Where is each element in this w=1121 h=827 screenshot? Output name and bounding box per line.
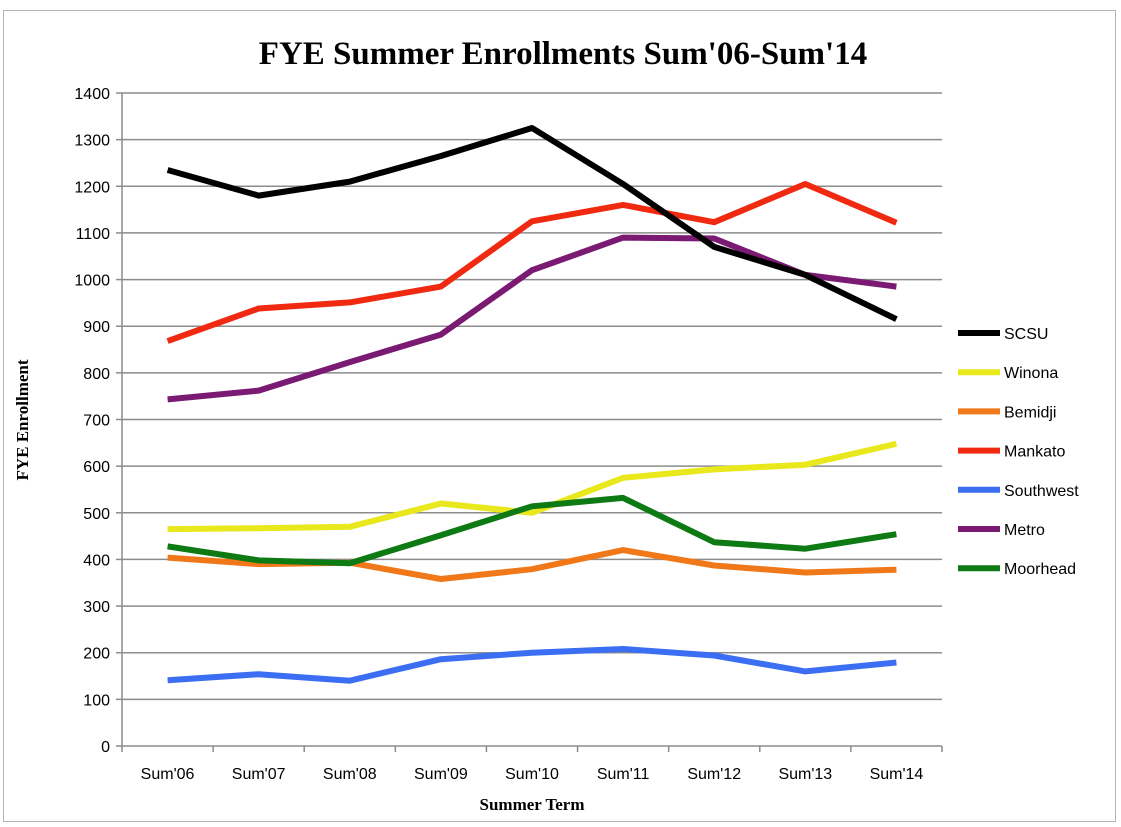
axes: 0 100 200 300 400 500 600 700 800 900 1000 1100 1200… (74, 86, 943, 783)
y-tick-label: 300 (83, 599, 110, 616)
y-tick-label: 200 (83, 646, 110, 663)
y-tick-label: 800 (83, 366, 110, 383)
y-tick-label: 1200 (74, 179, 110, 196)
legend-label: Winona (1004, 365, 1058, 382)
legend-item-metro: Metro (958, 522, 1045, 539)
gridlines (122, 92, 942, 701)
legend-item-bemidji: Bemidji (958, 404, 1056, 421)
y-axis-title: FYE Enrollment (13, 359, 32, 480)
y-tick-label: 500 (83, 506, 110, 523)
x-tick-label: Sum'14 (870, 766, 924, 783)
series-lines (166, 125, 898, 684)
series-line-scsu (166, 125, 898, 322)
y-tick-label: 1300 (74, 133, 110, 150)
legend-item-scsu: SCSU (958, 326, 1048, 343)
y-tick-label: 100 (83, 692, 110, 709)
x-tick-label: Sum'11 (597, 766, 650, 783)
legend-label: Metro (1004, 522, 1045, 539)
x-tick-label: Sum'07 (232, 766, 286, 783)
y-tick-label: 1000 (74, 273, 110, 290)
x-tick-label: Sum'13 (778, 766, 832, 783)
x-tick-label: Sum'08 (323, 766, 377, 783)
legend-label: SCSU (1004, 326, 1048, 343)
series-line-moorhead (167, 494, 897, 567)
chart-title: FYE Summer Enrollments Sum'06-Sum'14 (259, 36, 867, 72)
x-tick-label: Sum'09 (414, 766, 468, 783)
x-tick-label: Sum'10 (505, 766, 559, 783)
y-tick-label: 1400 (74, 86, 110, 103)
legend-label: Bemidji (1004, 404, 1056, 421)
y-tick-label: 1100 (76, 226, 111, 243)
legend-item-mankato: Mankato (958, 444, 1065, 461)
x-tick-label: Sum'06 (141, 766, 195, 783)
x-tick-label: Sum'12 (687, 766, 741, 783)
legend-item-moorhead: Moorhead (958, 561, 1076, 578)
series-line-bemidji (167, 547, 897, 582)
legend-label: Southwest (1004, 483, 1079, 500)
legend-item-winona: Winona (958, 365, 1058, 382)
legend-label: Moorhead (1004, 561, 1076, 578)
legend: SCSU Winona Bemidji Mankato Southwest Metro Mo… (958, 326, 1079, 578)
y-tick-label: 900 (83, 319, 110, 336)
y-tick-label: 700 (83, 413, 110, 430)
legend-item-southwest: Southwest (958, 483, 1079, 500)
series-line-metro (167, 234, 897, 403)
series-line-winona (167, 440, 898, 533)
series-line-mankato (166, 181, 898, 344)
series-line-southwest (167, 646, 897, 684)
legend-label: Mankato (1004, 444, 1065, 461)
y-tick-label: 0 (101, 739, 110, 756)
y-tick-label: 400 (83, 552, 110, 569)
x-axis-title: Summer Term (480, 795, 585, 814)
y-tick-label: 600 (83, 459, 110, 476)
